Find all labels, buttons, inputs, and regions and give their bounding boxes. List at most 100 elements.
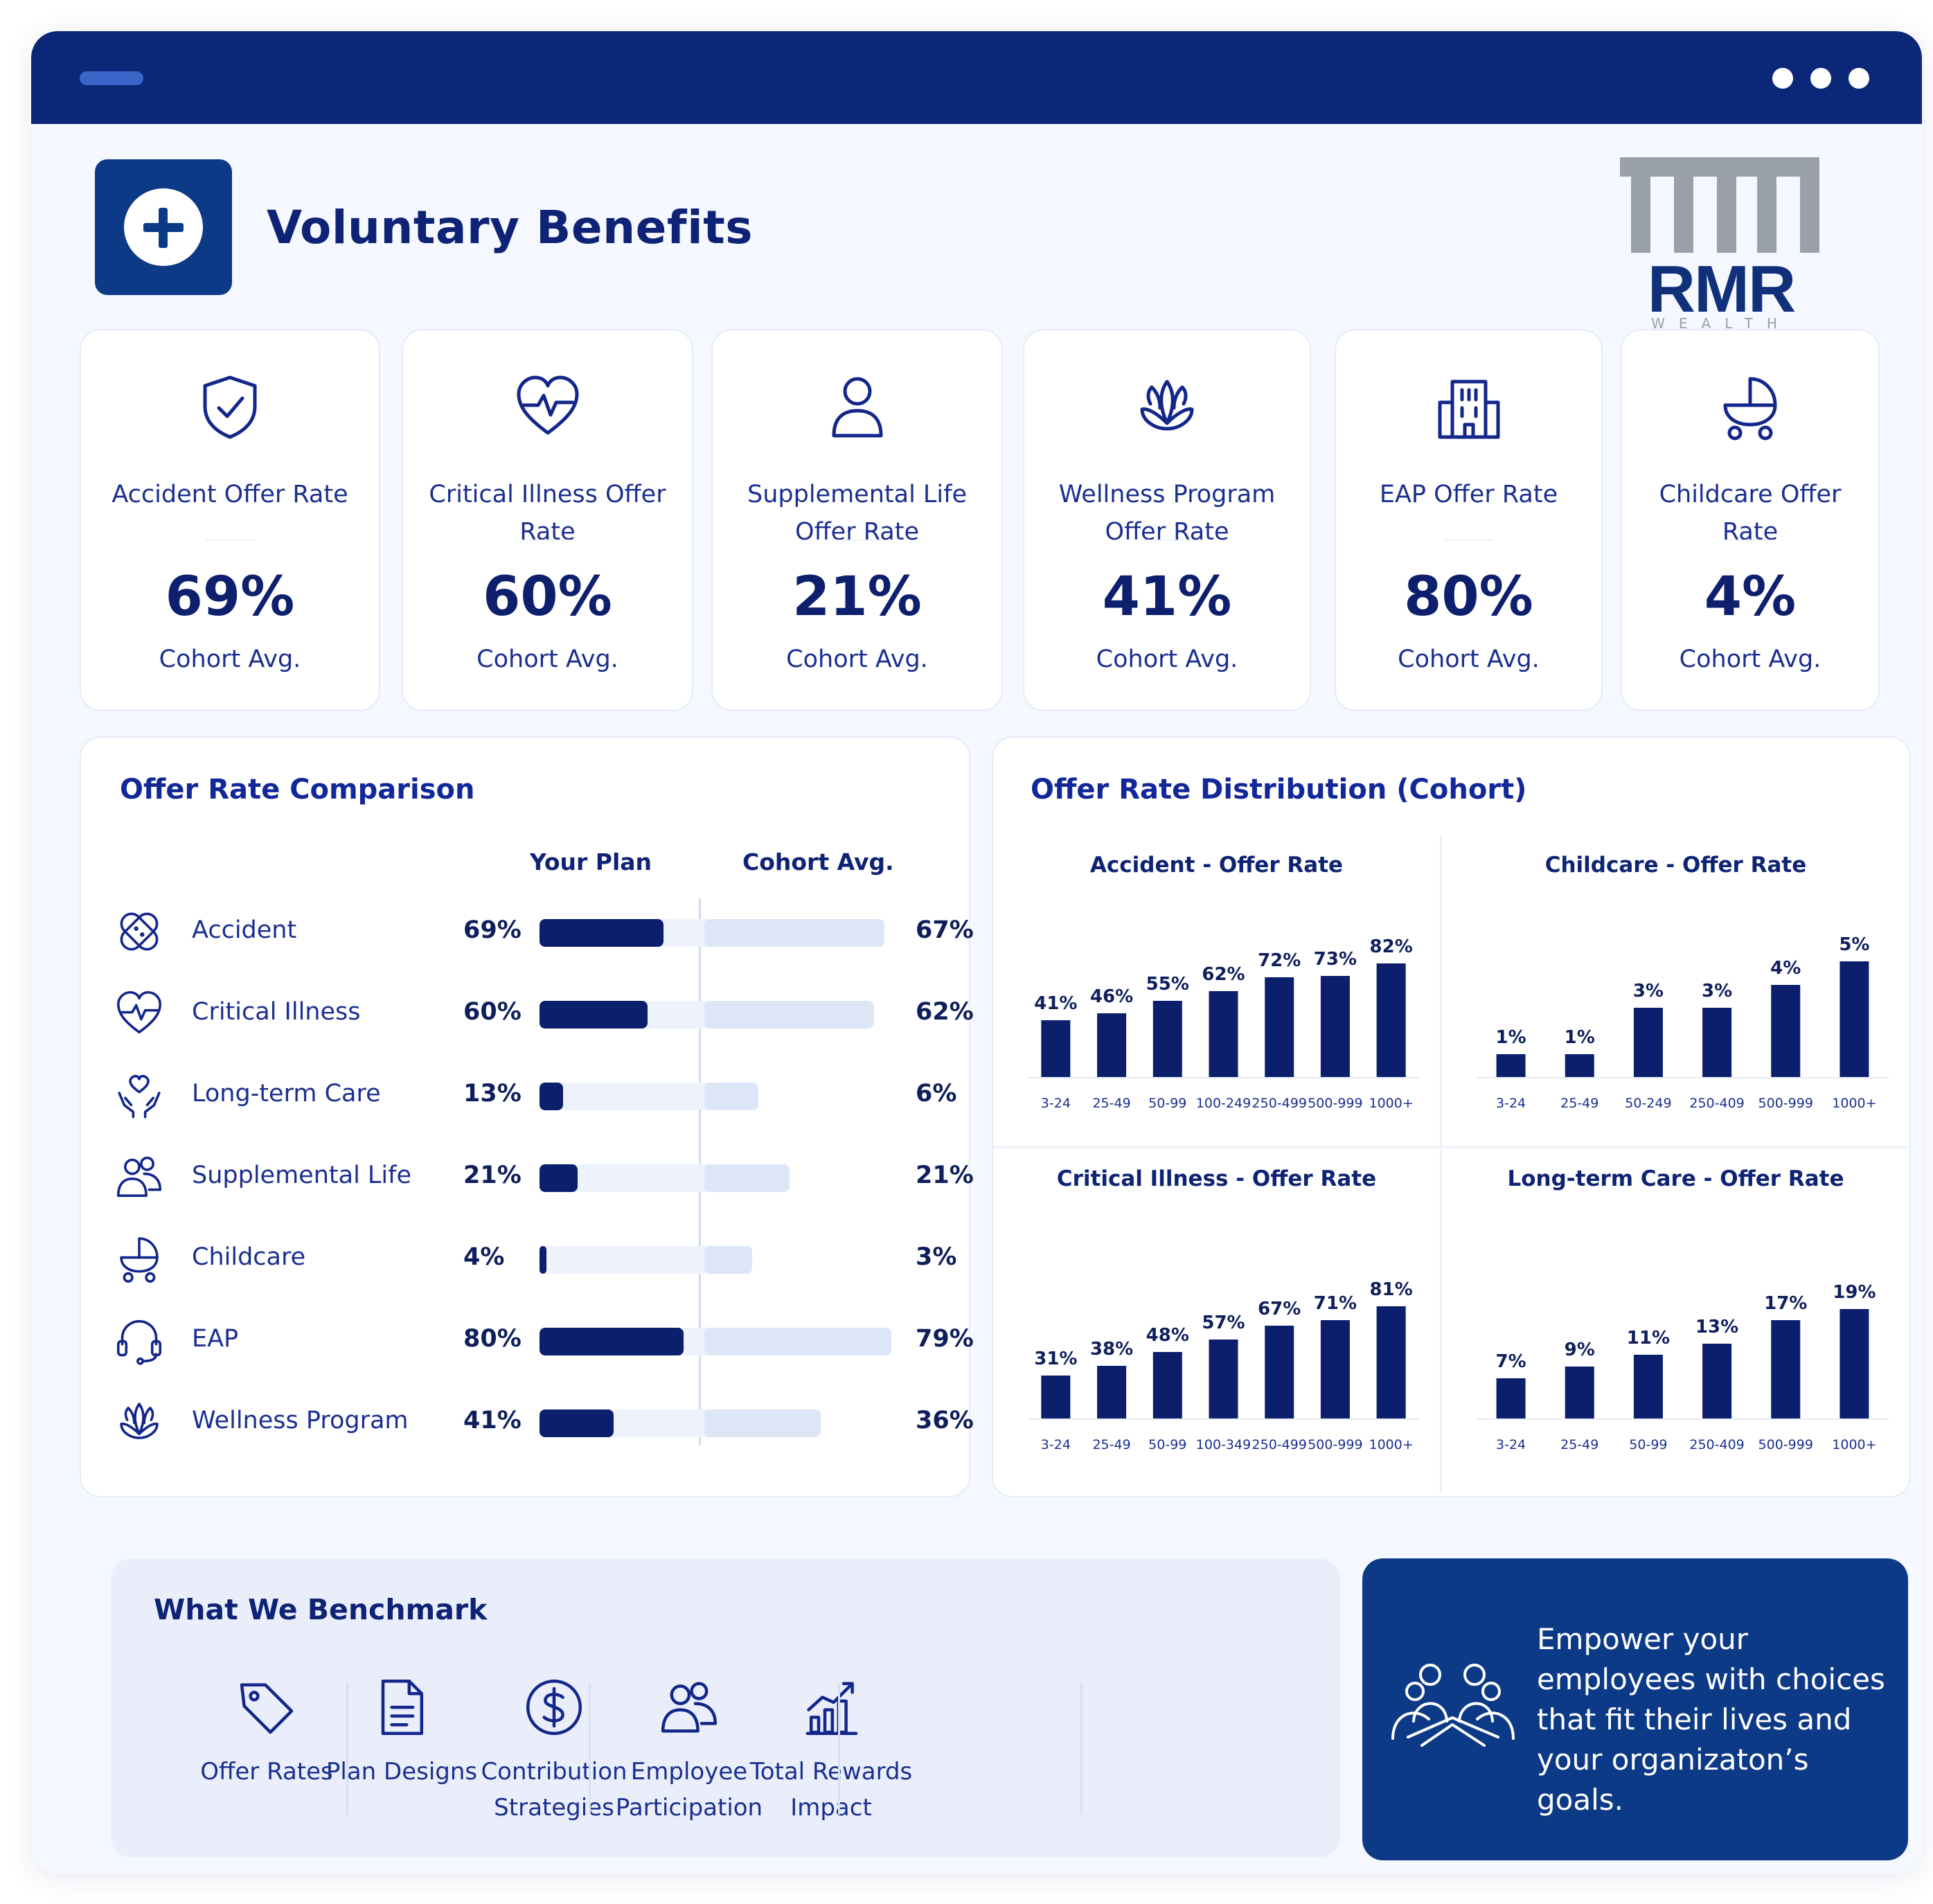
kpi-value: 21% <box>792 566 922 628</box>
divider <box>1440 835 1442 1493</box>
cohort-avg-value: 62% <box>916 998 974 1026</box>
data-label: 19% <box>1833 1282 1876 1303</box>
kpi-card[interactable]: Critical Illness Offer Rate 60% Cohort A… <box>402 329 693 711</box>
window-dot-icon[interactable] <box>1772 68 1793 89</box>
bar <box>1209 1340 1238 1418</box>
panel-title: Offer Rate Comparison <box>120 774 475 806</box>
bar <box>1209 991 1238 1077</box>
tick-label: 1000+ <box>1369 1096 1414 1111</box>
kpi-value: 80% <box>1404 566 1533 628</box>
people-icon <box>661 1682 718 1733</box>
window-dot-icon[interactable] <box>1849 68 1869 89</box>
tick-label: 100-349 <box>1196 1437 1251 1452</box>
data-label: 5% <box>1839 934 1869 955</box>
divider <box>1726 540 1774 541</box>
row-label: Long-term Care <box>192 1080 381 1107</box>
chart-title: Childcare - Offer Rate <box>1544 853 1807 878</box>
your-plan-value: 41% <box>463 1407 522 1434</box>
tick-label: 500-999 <box>1308 1437 1362 1452</box>
kpi-card[interactable]: Childcare Offer Rate 4% Cohort Avg. <box>1621 329 1880 711</box>
row-label: Wellness Program <box>192 1407 409 1434</box>
page-title: Voluntary Benefits <box>267 201 754 254</box>
stroller-icon <box>120 1237 159 1283</box>
cohort-avg-bar <box>704 1246 752 1274</box>
tick-label: 50-99 <box>1148 1096 1186 1111</box>
data-label: 41% <box>1034 993 1077 1014</box>
data-label: 9% <box>1565 1340 1595 1360</box>
plus-icon <box>124 188 203 266</box>
chart-svg: 31% 3-24 38% 25-49 48% 50-99 57% 100-349 67% 250-… <box>1028 1279 1419 1452</box>
growth-chart-icon <box>805 1682 858 1736</box>
divider <box>346 1683 348 1815</box>
data-label: 57% <box>1202 1313 1245 1333</box>
divider <box>523 540 572 541</box>
cohort-avg-value: 3% <box>916 1243 957 1271</box>
dollar-icon <box>526 1679 582 1736</box>
data-label: 1% <box>1496 1027 1526 1048</box>
brand-name: RMR <box>1647 252 1797 326</box>
bar <box>1265 1326 1294 1418</box>
cohort-avg-value: 67% <box>916 916 974 944</box>
your-plan-value: 80% <box>463 1325 522 1353</box>
data-label: 67% <box>1258 1299 1301 1319</box>
bar <box>1152 1352 1182 1418</box>
data-label: 3% <box>1702 981 1732 1002</box>
menu-handle[interactable] <box>80 71 143 85</box>
kpi-value: 4% <box>1704 566 1797 628</box>
bar <box>1376 963 1406 1077</box>
tick-label: 100-249 <box>1196 1096 1251 1111</box>
cohort-avg-value: 36% <box>916 1407 974 1434</box>
cohort-avg-bar <box>704 919 884 947</box>
tick-label: 500-999 <box>1308 1096 1362 1111</box>
benchmark-item[interactable]: Total Rewards Impact <box>717 1676 945 1835</box>
your-plan-value: 13% <box>463 1080 522 1107</box>
brand-monogram-icon <box>1620 157 1819 253</box>
your-plan-bar <box>540 1001 648 1029</box>
your-plan-bar <box>540 1328 684 1355</box>
your-plan-value: 21% <box>463 1162 522 1189</box>
bar <box>1702 1008 1732 1077</box>
cohort-avg-bar <box>704 1328 891 1355</box>
document-icon <box>381 1679 424 1736</box>
data-label: 38% <box>1090 1339 1133 1360</box>
tick-label: 50-249 <box>1625 1096 1671 1111</box>
bar <box>1152 1001 1182 1077</box>
kpi-card[interactable]: Accident Offer Rate 69% Cohort Avg. <box>80 329 380 711</box>
kpi-card[interactable]: Wellness Program Offer Rate 41% Cohort A… <box>1023 329 1311 711</box>
divider <box>1143 540 1191 541</box>
kpi-subtitle: Cohort Avg. <box>1398 646 1540 673</box>
bar <box>1320 1320 1350 1418</box>
bar <box>1840 1309 1869 1418</box>
kpi-label: Wellness Program Offer Rate <box>1058 481 1276 546</box>
benchmark-panel: What We Benchmark Offer Rates Plan Desig… <box>111 1558 1340 1858</box>
bar <box>1041 1020 1071 1077</box>
mini-bar-chart: Long-term Care - Offer Rate 7% 3-24 9% 25-4… <box>1442 1148 1909 1495</box>
your-plan-value: 60% <box>463 998 522 1026</box>
tick-label: 3-24 <box>1496 1437 1526 1452</box>
your-plan-bar <box>540 1246 546 1274</box>
kpi-label: Accident Offer Rate <box>112 481 348 508</box>
benchmark-item[interactable]: Contribution Strategies <box>440 1676 668 1835</box>
brand-logo: RMR WEALTH <box>1617 149 1825 347</box>
tick-label: 1000+ <box>1832 1096 1876 1111</box>
kpi-subtitle: Cohort Avg. <box>786 646 928 673</box>
people-icon <box>116 1156 162 1198</box>
bar <box>1840 961 1869 1077</box>
bar <box>1633 1355 1663 1418</box>
benchmark-item[interactable]: Employee Participation <box>575 1676 803 1835</box>
kpi-card[interactable]: EAP Offer Rate 80% Cohort Avg. <box>1335 329 1603 711</box>
data-label: 81% <box>1370 1279 1413 1300</box>
your-plan-bar <box>540 1083 563 1110</box>
tag-icon <box>240 1683 294 1734</box>
tick-label: 25-49 <box>1092 1437 1130 1452</box>
tick-label: 250-409 <box>1689 1096 1744 1111</box>
cohort-avg-value: 6% <box>916 1080 957 1107</box>
benchmark-item[interactable]: Plan Designs <box>287 1676 516 1835</box>
kpi-value: 69% <box>165 566 295 628</box>
benchmark-item[interactable]: Offer Rates <box>152 1676 381 1835</box>
window-dot-icon[interactable] <box>1810 68 1831 89</box>
bar <box>1565 1367 1594 1418</box>
kpi-card[interactable]: Supplemental Life Offer Rate 21% Cohort … <box>711 329 1003 711</box>
offer-rate-distribution-panel: Offer Rate Distribution (Cohort) Acciden… <box>992 736 1911 1497</box>
cta-banner[interactable]: Empower your employees with choices that… <box>1362 1558 1908 1860</box>
